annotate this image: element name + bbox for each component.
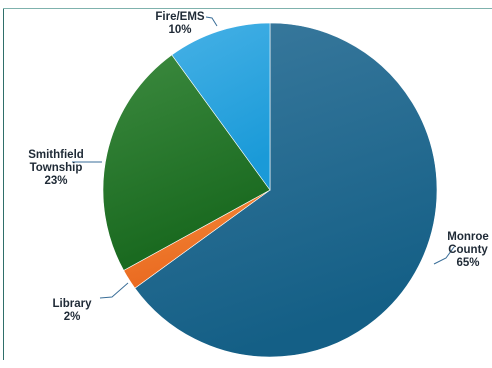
slice-value-monroe-county: 65% bbox=[456, 257, 479, 269]
slice-label-library: Library 2% bbox=[53, 298, 93, 323]
slice-label-fire-ems: Fire/EMS 10% bbox=[155, 11, 205, 36]
slice-labels: Monroe County 65% Library 2% Smithfield Townsh… bbox=[28, 11, 489, 323]
slice-name-fire-ems: Fire/EMS bbox=[155, 11, 205, 23]
frame-border-top bbox=[3, 8, 492, 9]
pie-slice-monroe-county bbox=[134, 22, 438, 358]
slice-name-monroe-county: County bbox=[448, 244, 488, 256]
frame-border-left bbox=[3, 8, 4, 360]
leader-line-library bbox=[99, 282, 129, 299]
slice-name-monroe-county: Monroe bbox=[447, 231, 489, 243]
slice-value-library: 2% bbox=[64, 311, 81, 323]
pie-slices bbox=[102, 22, 438, 358]
slice-name-library: Library bbox=[53, 298, 93, 310]
leader-lines bbox=[72, 16, 455, 299]
slice-name-smithfield-township: Smithfield bbox=[28, 149, 84, 161]
pie-slice-fire-ems bbox=[171, 22, 271, 191]
slice-value-fire-ems: 10% bbox=[168, 24, 191, 36]
pie-slice-smithfield-township bbox=[102, 54, 271, 271]
leader-line-monroe-county bbox=[433, 246, 455, 265]
leader-line-fire-ems bbox=[205, 16, 218, 27]
slice-value-smithfield-township: 23% bbox=[44, 175, 67, 187]
slice-label-monroe-county: Monroe County 65% bbox=[447, 231, 489, 269]
slice-name-smithfield-township: Township bbox=[30, 162, 83, 174]
slice-label-smithfield-township: Smithfield Township 23% bbox=[28, 149, 84, 187]
